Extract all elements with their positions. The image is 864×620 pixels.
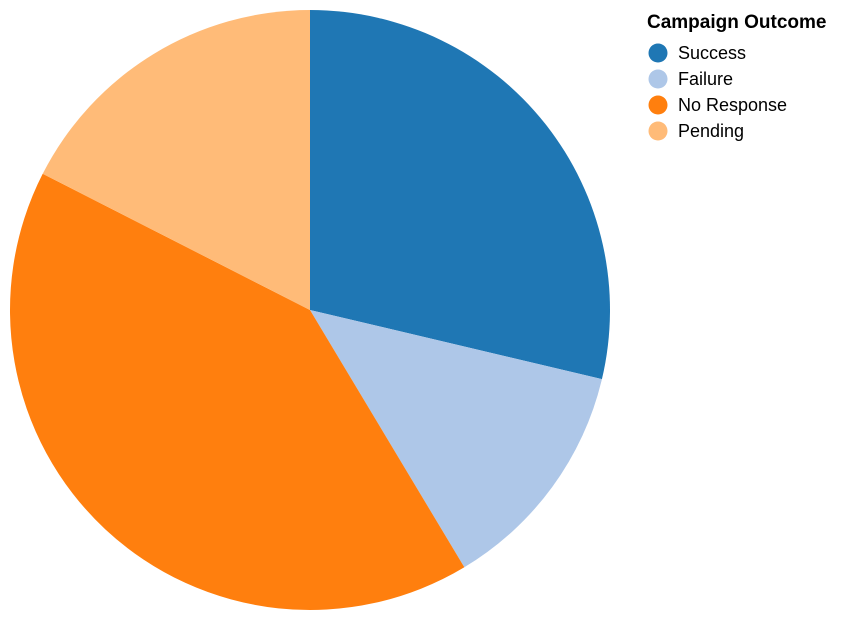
pie-slice-success <box>310 10 611 380</box>
legend-items: Success Failure No Response Pending <box>648 43 787 141</box>
pie-slice-failure <box>310 310 602 568</box>
legend-item-no-response: No Response <box>648 95 787 115</box>
legend-swatch <box>648 43 668 63</box>
pie-slice-pending <box>42 10 310 310</box>
legend-label: Pending <box>678 121 744 141</box>
legend-swatch <box>648 121 668 141</box>
legend-item-success: Success <box>648 43 746 63</box>
legend-swatch <box>648 69 668 89</box>
pie-slice-no-response <box>10 173 465 611</box>
legend-label: Failure <box>678 69 733 89</box>
legend-swatch <box>648 95 668 115</box>
legend-title: Campaign Outcome <box>647 12 826 33</box>
legend: Campaign Outcome Success Failure No Respon… <box>647 12 826 141</box>
legend-item-pending: Pending <box>648 121 744 141</box>
legend-label: No Response <box>678 95 787 115</box>
legend-item-failure: Failure <box>648 69 733 89</box>
pie-slices <box>10 10 611 611</box>
legend-label: Success <box>678 43 746 63</box>
